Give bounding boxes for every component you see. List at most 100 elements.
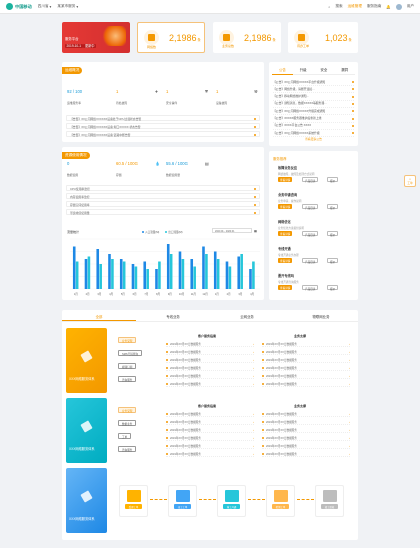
catalog-button[interactable]: 产品目录 xyxy=(302,258,319,264)
service-item: 专线开通 专线开通业务办理 xyxy=(278,247,299,257)
tab-cloud[interactable]: 云网业务 xyxy=(240,315,254,319)
list-item[interactable]: 2019年XX月XX日数据服务 › xyxy=(262,373,350,379)
detail-button[interactable]: 查看详情 xyxy=(278,231,293,236)
panel-button[interactable]: 咨询服务 xyxy=(118,376,137,382)
flow-step[interactable]: 检测工单 xyxy=(266,485,295,517)
alert-row[interactable]: 【告警】XX公司网络XXXXXX设备处于CPU过载状态告警 xyxy=(66,115,260,121)
monitor-row[interactable]: CPU使用率监控 xyxy=(66,185,260,191)
nav-ops[interactable]: 运维管理 xyxy=(347,4,362,8)
catalog-button[interactable]: 产品目录 xyxy=(302,204,319,210)
monitor-row[interactable]: 存储空间使用率 xyxy=(66,201,260,207)
list-item[interactable]: 2019年XX月XX日数据服务 › xyxy=(262,365,350,371)
quote-button[interactable]: 报价 xyxy=(327,258,339,264)
tab-line[interactable]: 专线业务 xyxy=(166,315,180,319)
chevron-right-icon: › xyxy=(349,357,350,362)
panel-button[interactable]: 业务受理 xyxy=(118,337,137,343)
list-item[interactable]: 2019年XX月XX日数据服务 › xyxy=(166,435,254,441)
notice-item[interactable]: 【公告】XXXX平台公告 XXXX xyxy=(273,122,354,130)
catalog-button[interactable]: 产品目录 xyxy=(302,285,319,291)
list-item[interactable]: 2019年XX月XX日数据服务 › xyxy=(262,357,350,363)
detail-button[interactable]: 查看详情 xyxy=(278,258,293,263)
list-item[interactable]: 2019年XX月XX日数据服务 › xyxy=(166,381,254,387)
bell-icon[interactable]: 🔔 xyxy=(386,4,391,9)
quote-button[interactable]: 报价 xyxy=(327,177,339,183)
tab-security[interactable]: 安全 xyxy=(313,67,335,75)
list-item[interactable]: 2019年XX月XX日数据服务 › xyxy=(166,349,254,355)
list-item[interactable]: 2019年XX月XX日数据服务 › xyxy=(262,341,350,347)
step-icon xyxy=(127,490,141,502)
list-item[interactable]: 2019年XX月XX日数据服务 › xyxy=(166,365,254,371)
notice-item[interactable]: 【公告】网络升级，请断开连接... xyxy=(273,85,354,94)
list-item[interactable]: 2019年XX月XX日数据服务 › xyxy=(262,435,350,441)
panel-button[interactable]: SMS号码查询 xyxy=(118,350,142,356)
monitor-row[interactable]: 内存使用率监控 xyxy=(66,193,260,199)
tick-label: 8月 xyxy=(156,292,160,296)
stat-card-business[interactable]: 业务总数 2,1986 条 xyxy=(213,22,281,53)
panel-button[interactable]: 数据业务 xyxy=(118,420,137,426)
search-link[interactable]: 搜索 xyxy=(335,4,343,8)
region-select[interactable]: 四川省 ▾ xyxy=(37,4,52,9)
user-name[interactable]: 用户 xyxy=(406,4,414,8)
list-item[interactable]: 2019年XX月XX日数据服务 › xyxy=(166,443,254,449)
flow-step[interactable]: 受理工单 xyxy=(119,485,148,517)
detail-button[interactable]: 查看详情 xyxy=(278,285,293,290)
flow-step[interactable]: 施工开通 xyxy=(217,485,246,517)
alert-row[interactable]: 【告警】XX公司网络XXXXXX设备 端口XXXXX 状态告警 xyxy=(66,123,260,129)
side-float-button[interactable]: ▭ 工单 xyxy=(404,175,416,187)
search-icon[interactable]: ⌕ xyxy=(328,4,331,9)
list-item[interactable]: 2019年XX月XX日数据服务 › xyxy=(166,357,254,363)
panel-button[interactable]: 业务受理 xyxy=(118,407,137,413)
list-item[interactable]: 2019年XX月XX日数据服务 › xyxy=(262,427,350,433)
monitor-row[interactable]: 带宽峰值使用量 xyxy=(66,209,260,215)
avatar[interactable] xyxy=(395,3,402,10)
list-item[interactable]: 2019年XX月XX日数据服务 › xyxy=(166,427,254,433)
list-item[interactable]: 2019年XX月XX日数据服务 › xyxy=(166,411,254,417)
service-panel-line[interactable]: XXX网络服务体系 xyxy=(66,328,107,393)
panel-button[interactable]: 工单 xyxy=(118,433,132,439)
list-item[interactable]: 2019年XX月XX日数据服务 › xyxy=(262,381,350,387)
service-panel-cloud[interactable]: XXX网络服务体系 xyxy=(66,398,107,463)
flow-step[interactable]: 派工工单 xyxy=(168,485,197,517)
list-item[interactable]: 2019年XX月XX日数据服务 › xyxy=(262,443,350,449)
stat-card-network[interactable]: 网络数 2,1986 条 xyxy=(137,22,205,53)
flow-step[interactable]: 竣工验收 xyxy=(315,485,344,517)
panel-button[interactable]: 视频订阅 xyxy=(118,363,137,369)
detail-button[interactable]: 查看详情 xyxy=(278,204,293,209)
alert-row[interactable]: 【告警】XX公司网络XXXXXX设备 链路中断告警 xyxy=(66,131,260,137)
notice-item[interactable]: 【公告】XX公司网络XXXXX平台升级通知 xyxy=(273,78,354,86)
notice-item[interactable]: 【公告】通知消息，数据XXXXX等服务器... xyxy=(273,100,354,108)
tab-iot[interactable]: 物联网业务 xyxy=(312,315,330,319)
list-item[interactable]: 2019年XX月XX日数据服务 › xyxy=(166,373,254,379)
calendar-icon[interactable]: ▦ xyxy=(254,229,257,233)
panel-button[interactable]: 咨询服务 xyxy=(118,446,137,452)
bar-in xyxy=(131,264,135,289)
banner[interactable]: 服务平台 2019-10-1 更新中 xyxy=(62,22,130,53)
tab-vuln[interactable]: 漏洞 xyxy=(334,67,355,75)
nav-guide[interactable]: 服务指南 xyxy=(366,4,382,8)
date-range-picker[interactable]: 2020.01 - 2020.01 xyxy=(212,228,252,233)
list-item[interactable]: 2019年XX月XX日数据服务 › xyxy=(262,451,350,457)
quote-button[interactable]: 报价 xyxy=(327,231,339,237)
notice-item[interactable]: 【公告】XX公司网络XXXXX系统升级 xyxy=(273,129,354,138)
unit-select[interactable]: 某某市服务 ▾ xyxy=(57,4,79,9)
tab-upgrade[interactable]: 升级 xyxy=(292,67,314,75)
quote-button[interactable]: 报价 xyxy=(327,285,339,291)
tab-notice[interactable]: 公告 xyxy=(272,67,293,75)
list-item[interactable]: 2019年XX月XX日数据服务 › xyxy=(166,451,254,457)
catalog-button[interactable]: 产品目录 xyxy=(302,177,319,183)
notice-item[interactable]: 【公告】XXXXX服务器维护后重新上线 xyxy=(273,115,354,123)
list-item[interactable]: 2019年XX月XX日数据服务 › xyxy=(166,419,254,425)
list-item[interactable]: 2019年XX月XX日数据服务 › xyxy=(262,349,350,355)
list-item[interactable]: 2019年XX月XX日数据服务 › xyxy=(262,411,350,417)
stat-card-orders[interactable]: 待办工单 1,023 条 xyxy=(288,22,358,53)
catalog-button[interactable]: 产品目录 xyxy=(302,231,319,237)
list-item[interactable]: 2019年XX月XX日数据服务 › xyxy=(262,419,350,425)
notice-item[interactable]: 【公告】移动网络维护通知... xyxy=(273,93,354,101)
service-panel-iot[interactable]: XXX网络服务体系 xyxy=(66,468,107,533)
tab-all[interactable]: 全部 xyxy=(62,314,136,321)
quote-button[interactable]: 报价 xyxy=(327,204,339,210)
list-item[interactable]: 2019年XX月XX日数据服务 › xyxy=(166,341,254,347)
more-notices-link[interactable]: 查看更多公告 xyxy=(305,137,322,141)
notice-item[interactable]: 【公告】XX公司网络XXXXX升级完成通知 xyxy=(273,107,354,116)
detail-button[interactable]: 查看详情 xyxy=(278,177,293,182)
